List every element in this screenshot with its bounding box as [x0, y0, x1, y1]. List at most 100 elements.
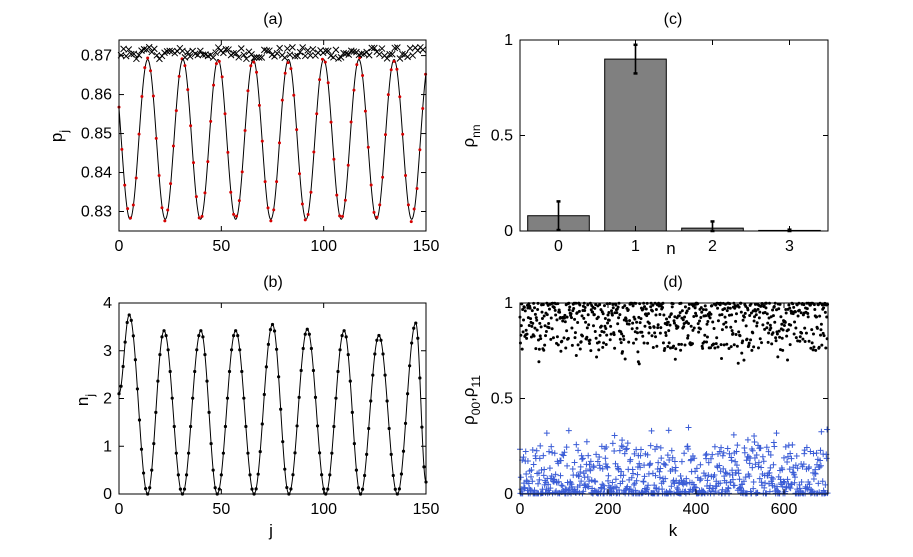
rho11-point: [564, 346, 568, 350]
rho00-plus-mark: [788, 455, 795, 462]
rho11-point: [601, 345, 605, 349]
rho11-point: [604, 326, 608, 330]
rho11-point: [559, 349, 563, 353]
rho00-plus-mark: [560, 452, 567, 459]
rho11-point: [583, 305, 587, 309]
simulation-point: [298, 172, 302, 176]
rho11-point: [621, 306, 625, 310]
reference-x-mark: [307, 51, 314, 59]
rho11-point: [757, 316, 761, 320]
rho00-plus-mark: [683, 475, 690, 482]
rho00-plus-mark: [603, 463, 610, 470]
rho11-point: [521, 308, 525, 312]
rho11-point: [578, 347, 582, 351]
rho11-point: [594, 336, 598, 340]
rho00-plus-mark: [806, 463, 813, 470]
rho00-plus-mark: [733, 462, 740, 469]
rho11-point: [613, 346, 617, 350]
bar-n-1: [604, 58, 667, 232]
rho00-plus-mark: [611, 448, 618, 455]
n-j-point: [320, 473, 324, 477]
rho11-point: [533, 312, 537, 316]
reference-x-mark: [409, 52, 417, 59]
panel-a-data: [117, 43, 428, 224]
rho00-plus-mark: [823, 455, 830, 462]
rho11-point: [804, 331, 808, 335]
rho11-point: [672, 319, 676, 323]
rho00-plus-mark: [768, 474, 775, 481]
rho11-point: [716, 306, 720, 310]
rho11-point: [687, 322, 691, 326]
panel-d-data: [517, 301, 831, 497]
simulation-point: [220, 75, 224, 79]
panel-a-ytick-label: 0.85: [81, 126, 112, 143]
n-j-point: [121, 364, 125, 369]
rho00-plus-mark: [733, 448, 740, 455]
rho00-plus-mark: [737, 484, 744, 491]
rho11-point: [563, 313, 567, 317]
panel-b-ytick-label: 3: [103, 343, 112, 360]
rho00-plus-mark: [549, 449, 556, 456]
rho11-point: [692, 326, 696, 330]
rho11-point: [570, 326, 574, 330]
rho11-point: [580, 314, 584, 318]
rho11-point: [520, 347, 524, 351]
simulation-point: [392, 59, 396, 63]
n-j-point: [274, 347, 279, 351]
n-j-point: [254, 487, 258, 491]
rho11-point: [574, 353, 578, 357]
rho11-point: [786, 358, 790, 362]
rho11-point: [704, 308, 708, 312]
rho11-point: [705, 340, 709, 344]
rho11-point: [545, 313, 549, 317]
simulation-point: [341, 214, 344, 218]
panel-a: (a) 0.83 0.84 0.85 0.86 0.87 0 50 100 150 pj: [47, 11, 439, 255]
rho00-plus-mark: [616, 490, 623, 497]
rho11-point: [637, 315, 641, 319]
rho11-point: [754, 309, 758, 313]
n-j-point: [399, 472, 404, 476]
rho11-point: [810, 328, 814, 332]
reference-x-mark: [383, 55, 391, 62]
rho00-plus-mark: [802, 490, 809, 497]
rho11-point: [597, 340, 601, 344]
simulation-point: [163, 219, 167, 223]
rho11-point: [788, 343, 792, 347]
rho00-plus-mark: [685, 446, 692, 453]
rho11-point: [755, 324, 759, 328]
rho00-plus-mark: [664, 452, 671, 459]
rho00-plus-mark: [637, 452, 644, 459]
panel-d-ytick-label: 0.5: [491, 391, 513, 408]
rho00-plus-mark: [565, 427, 572, 434]
simulation-point: [418, 148, 422, 152]
rho11-point: [655, 344, 659, 348]
rho11-point: [820, 303, 824, 307]
rho11-point: [569, 312, 573, 316]
rho11-point: [587, 323, 591, 327]
rho00-plus-mark: [812, 470, 819, 477]
simulation-point: [335, 193, 339, 197]
simulation-point: [329, 120, 333, 124]
rho11-point: [541, 303, 545, 307]
rho11-point: [665, 317, 669, 321]
rho11-point: [683, 305, 687, 309]
panel-d-xlabel: k: [669, 521, 678, 540]
rho11-point: [724, 320, 728, 324]
simulation-point: [249, 64, 253, 68]
rho11-point: [672, 321, 676, 325]
rho00-plus-mark: [652, 472, 659, 479]
rho11-point: [700, 310, 704, 314]
reference-x-mark: [194, 51, 202, 59]
n-j-point: [277, 375, 281, 379]
rho11-point: [820, 343, 824, 347]
rho00-plus-mark: [796, 485, 803, 492]
rho11-point: [534, 347, 538, 351]
rho11-point: [582, 316, 586, 320]
panel-a-xtick-label: 100: [310, 238, 337, 255]
rho11-point: [767, 331, 771, 335]
simulation-point: [151, 94, 155, 98]
rho00-plus-mark: [731, 482, 738, 489]
reference-x-mark: [125, 46, 133, 53]
reference-x-mark: [220, 49, 227, 57]
rho11-point: [773, 320, 777, 324]
